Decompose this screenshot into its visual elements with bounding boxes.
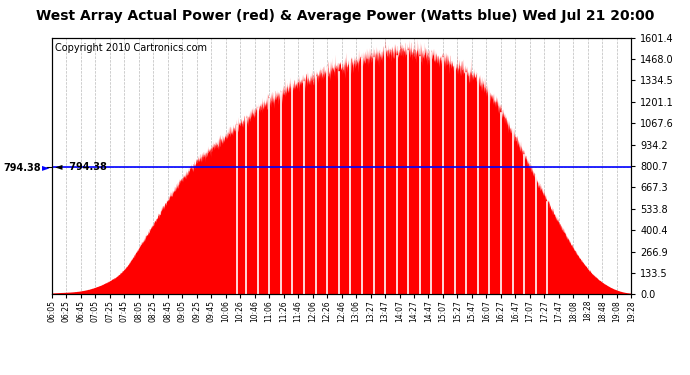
Text: Copyright 2010 Cartronics.com: Copyright 2010 Cartronics.com <box>55 43 206 52</box>
Text: West Array Actual Power (red) & Average Power (Watts blue) Wed Jul 21 20:00: West Array Actual Power (red) & Average … <box>36 9 654 23</box>
Text: ◄  794.38: ◄ 794.38 <box>55 162 106 172</box>
Text: ►: ► <box>41 162 49 172</box>
